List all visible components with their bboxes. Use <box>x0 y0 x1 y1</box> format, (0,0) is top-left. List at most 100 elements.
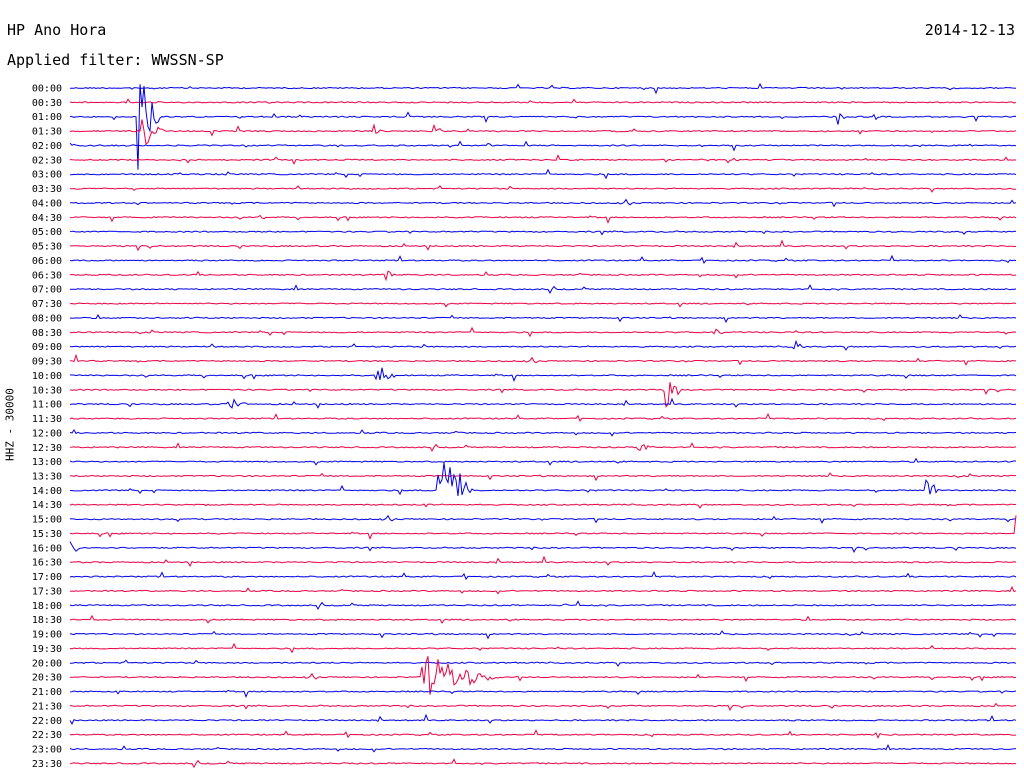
time-tick-label: 04:30 <box>32 213 62 224</box>
time-tick-label: 07:00 <box>32 285 62 296</box>
time-tick-label: 09:30 <box>32 357 62 368</box>
trace-line <box>69 339 1017 351</box>
trace-line <box>69 541 1017 553</box>
time-tick-label: 13:30 <box>32 471 62 482</box>
trace-line <box>69 472 1016 482</box>
trace-line <box>69 642 1017 654</box>
trace-line <box>69 600 1017 611</box>
time-tick-label: 17:30 <box>32 586 62 597</box>
trace-line <box>69 302 1017 308</box>
trace-line <box>69 442 1017 452</box>
time-tick-label: 02:30 <box>32 155 62 166</box>
time-tick-label: 08:30 <box>32 328 62 339</box>
time-tick-label: 05:30 <box>32 242 62 253</box>
time-tick-label: 15:30 <box>32 529 62 540</box>
time-tick-label: 08:00 <box>32 313 62 324</box>
time-tick-label: 13:00 <box>32 457 62 468</box>
trace-line <box>70 659 1017 667</box>
trace-line <box>70 168 1017 180</box>
time-tick-label: 10:00 <box>32 371 62 382</box>
time-tick-label: 16:00 <box>32 543 62 554</box>
time-tick-label: 12:30 <box>32 443 62 454</box>
trace-line <box>69 412 1017 423</box>
trace-line <box>69 254 1017 265</box>
time-tick-label: 18:30 <box>32 615 62 626</box>
trace-line <box>69 230 1017 236</box>
trace-line <box>69 84 1017 170</box>
time-tick-label: 18:00 <box>32 601 62 612</box>
filter-label: Applied filter: WWSSN-SP <box>7 51 224 69</box>
trace-line <box>69 397 1017 409</box>
time-tick-label: 01:30 <box>32 127 62 138</box>
trace-line <box>69 585 1017 595</box>
trace-line <box>69 428 1017 437</box>
time-tick-label: 02:00 <box>32 141 62 152</box>
trace-line <box>69 98 1017 104</box>
trace-line <box>69 515 1017 540</box>
time-tick-label: 15:00 <box>32 515 62 526</box>
time-tick-label: 23:00 <box>32 745 62 756</box>
trace-line <box>69 503 1017 509</box>
time-tick-label: 01:00 <box>32 112 62 123</box>
time-tick-label: 19:30 <box>32 644 62 655</box>
time-tick-label: 09:00 <box>32 342 62 353</box>
time-tick-label: 04:00 <box>32 198 62 209</box>
trace-line <box>69 630 1017 640</box>
time-tick-label: 16:30 <box>32 558 62 569</box>
time-tick-label: 11:30 <box>32 414 62 425</box>
time-tick-label: 20:00 <box>32 658 62 669</box>
trace-line <box>69 214 1017 224</box>
trace-line <box>69 702 1017 712</box>
time-tick-label: 21:00 <box>32 687 62 698</box>
station-title: HP Ano Hora <box>7 21 107 39</box>
trace-line <box>69 367 1017 382</box>
trace-line <box>69 729 1017 739</box>
time-tick-label: 22:00 <box>32 716 62 727</box>
time-tick-label: 03:30 <box>32 184 62 195</box>
trace-line <box>69 284 1017 294</box>
time-tick-label: 10:30 <box>32 385 62 396</box>
trace-line <box>69 743 1016 753</box>
time-tick-label: 21:30 <box>32 701 62 712</box>
time-tick-label: 19:00 <box>32 630 62 641</box>
trace-line <box>69 326 1017 338</box>
trace-line <box>69 353 1017 366</box>
time-tick-label: 22:30 <box>32 730 62 741</box>
time-tick-label: 23:30 <box>32 759 62 770</box>
trace-line <box>69 382 1017 408</box>
time-tick-label: 06:30 <box>32 270 62 281</box>
trace-line <box>69 270 1017 282</box>
trace-line <box>69 198 1017 208</box>
trace-line <box>69 185 1016 193</box>
trace-line <box>69 555 1017 567</box>
time-tick-label: 11:00 <box>32 400 62 411</box>
time-tick-label: 07:30 <box>32 299 62 310</box>
trace-line <box>69 571 1017 581</box>
trace-line <box>69 154 1017 165</box>
trace-line <box>70 239 1017 252</box>
trace-line <box>69 462 1017 497</box>
time-tick-label: 00:00 <box>32 84 62 95</box>
trace-line <box>69 713 1017 725</box>
time-tick-label: 17:00 <box>32 572 62 583</box>
trace-line <box>69 457 1016 466</box>
trace-line <box>69 758 1016 769</box>
time-tick-label: 12:00 <box>32 428 62 439</box>
chart-date: 2014-12-13 <box>924 21 1015 39</box>
trace-line <box>70 82 1017 95</box>
time-tick-label: 06:00 <box>32 256 62 267</box>
trace-line <box>69 314 1017 324</box>
trace-line <box>69 689 1017 699</box>
trace-line <box>69 614 1017 624</box>
time-tick-label: 05:00 <box>32 227 62 238</box>
trace-line <box>69 119 1017 145</box>
trace-line <box>70 656 1017 695</box>
time-tick-label: 14:30 <box>32 500 62 511</box>
trace-line <box>69 140 1017 152</box>
trace-line <box>69 514 1017 525</box>
time-tick-label: 20:30 <box>32 673 62 684</box>
time-tick-label: 03:00 <box>32 170 62 181</box>
time-tick-label: 00:30 <box>32 98 62 109</box>
